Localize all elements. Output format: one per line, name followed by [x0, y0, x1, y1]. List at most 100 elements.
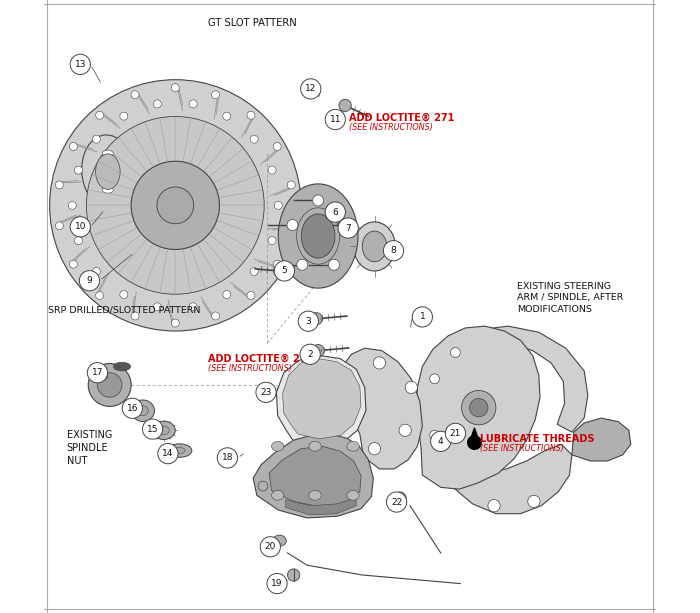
Circle shape — [131, 312, 139, 320]
Ellipse shape — [167, 444, 192, 457]
Polygon shape — [283, 359, 361, 439]
Circle shape — [339, 99, 351, 112]
Circle shape — [88, 363, 108, 383]
Ellipse shape — [309, 441, 321, 451]
Circle shape — [223, 112, 231, 120]
Circle shape — [250, 267, 258, 275]
Text: (SEE INSTRUCTIONS): (SEE INSTRUCTIONS) — [349, 123, 433, 132]
Text: 4: 4 — [438, 437, 444, 446]
Circle shape — [300, 345, 321, 364]
Text: 8: 8 — [391, 246, 396, 255]
Text: 13: 13 — [74, 60, 86, 69]
Circle shape — [92, 267, 100, 275]
Polygon shape — [572, 418, 631, 461]
Ellipse shape — [347, 441, 359, 451]
Text: 3: 3 — [305, 317, 312, 326]
Text: ADD LOCTITE® 271: ADD LOCTITE® 271 — [208, 354, 313, 364]
Circle shape — [158, 444, 178, 464]
Circle shape — [211, 312, 220, 320]
Circle shape — [399, 424, 412, 436]
Circle shape — [247, 111, 255, 119]
Ellipse shape — [102, 150, 113, 156]
Text: 14: 14 — [162, 449, 174, 458]
Circle shape — [326, 110, 345, 130]
Circle shape — [267, 574, 287, 593]
Circle shape — [326, 202, 345, 223]
Text: 18: 18 — [222, 454, 233, 462]
Polygon shape — [253, 434, 373, 518]
Circle shape — [451, 348, 461, 357]
Circle shape — [172, 319, 179, 327]
Text: 10: 10 — [74, 223, 86, 231]
Circle shape — [274, 201, 282, 210]
Circle shape — [86, 116, 264, 294]
Text: EXISTING STEERING
ARM / SPINDLE, AFTER
MODIFICATIONS: EXISTING STEERING ARM / SPINDLE, AFTER M… — [517, 282, 623, 314]
Text: 1: 1 — [419, 313, 425, 321]
Circle shape — [268, 237, 276, 245]
Circle shape — [288, 569, 300, 581]
Circle shape — [386, 492, 407, 512]
Circle shape — [287, 222, 295, 230]
Circle shape — [488, 500, 500, 512]
Text: (SEE INSTRUCTIONS): (SEE INSTRUCTIONS) — [480, 444, 564, 453]
Circle shape — [297, 259, 308, 270]
Circle shape — [74, 237, 83, 245]
Ellipse shape — [131, 400, 155, 422]
Ellipse shape — [394, 492, 407, 508]
Circle shape — [143, 419, 162, 440]
Ellipse shape — [96, 154, 120, 189]
Circle shape — [368, 443, 381, 455]
Circle shape — [373, 357, 386, 369]
Circle shape — [260, 537, 281, 557]
Ellipse shape — [301, 214, 335, 258]
Circle shape — [274, 261, 295, 281]
Circle shape — [70, 217, 90, 237]
Circle shape — [310, 313, 323, 325]
Circle shape — [328, 259, 339, 270]
Circle shape — [69, 260, 78, 268]
Circle shape — [69, 142, 78, 151]
Text: 15: 15 — [147, 425, 158, 433]
Ellipse shape — [354, 222, 395, 271]
Text: EXISTING
SPINDLE
NUT: EXISTING SPINDLE NUT — [66, 430, 112, 466]
Circle shape — [405, 381, 417, 394]
Text: 6: 6 — [332, 208, 338, 216]
Circle shape — [172, 84, 179, 92]
Circle shape — [96, 111, 104, 119]
Polygon shape — [453, 444, 572, 514]
Ellipse shape — [82, 135, 134, 208]
Circle shape — [470, 398, 488, 417]
Circle shape — [55, 222, 64, 230]
Ellipse shape — [309, 490, 321, 500]
Text: SRP DRILLED/SLOTTED PATTERN: SRP DRILLED/SLOTTED PATTERN — [48, 306, 201, 314]
Text: 7: 7 — [345, 224, 351, 232]
Circle shape — [287, 181, 295, 189]
Circle shape — [287, 219, 298, 230]
Text: 17: 17 — [92, 368, 103, 377]
Circle shape — [528, 495, 540, 508]
Circle shape — [430, 430, 440, 440]
Circle shape — [338, 219, 349, 230]
Text: GT SLOT PATTERN: GT SLOT PATTERN — [208, 18, 297, 28]
Text: 16: 16 — [127, 404, 138, 413]
Circle shape — [461, 390, 496, 425]
Circle shape — [122, 398, 143, 419]
Circle shape — [69, 201, 76, 210]
Circle shape — [430, 374, 440, 384]
Polygon shape — [468, 436, 481, 449]
Circle shape — [298, 311, 318, 332]
Text: 9: 9 — [87, 276, 92, 285]
Circle shape — [92, 135, 100, 143]
Text: 5: 5 — [281, 267, 287, 275]
Circle shape — [250, 135, 258, 143]
Circle shape — [301, 79, 321, 99]
Ellipse shape — [113, 362, 130, 371]
Circle shape — [412, 306, 433, 327]
Circle shape — [55, 181, 64, 189]
Polygon shape — [416, 326, 540, 489]
Circle shape — [384, 241, 404, 261]
Circle shape — [223, 291, 231, 299]
Ellipse shape — [272, 441, 284, 451]
Circle shape — [79, 271, 99, 291]
Circle shape — [153, 100, 162, 108]
